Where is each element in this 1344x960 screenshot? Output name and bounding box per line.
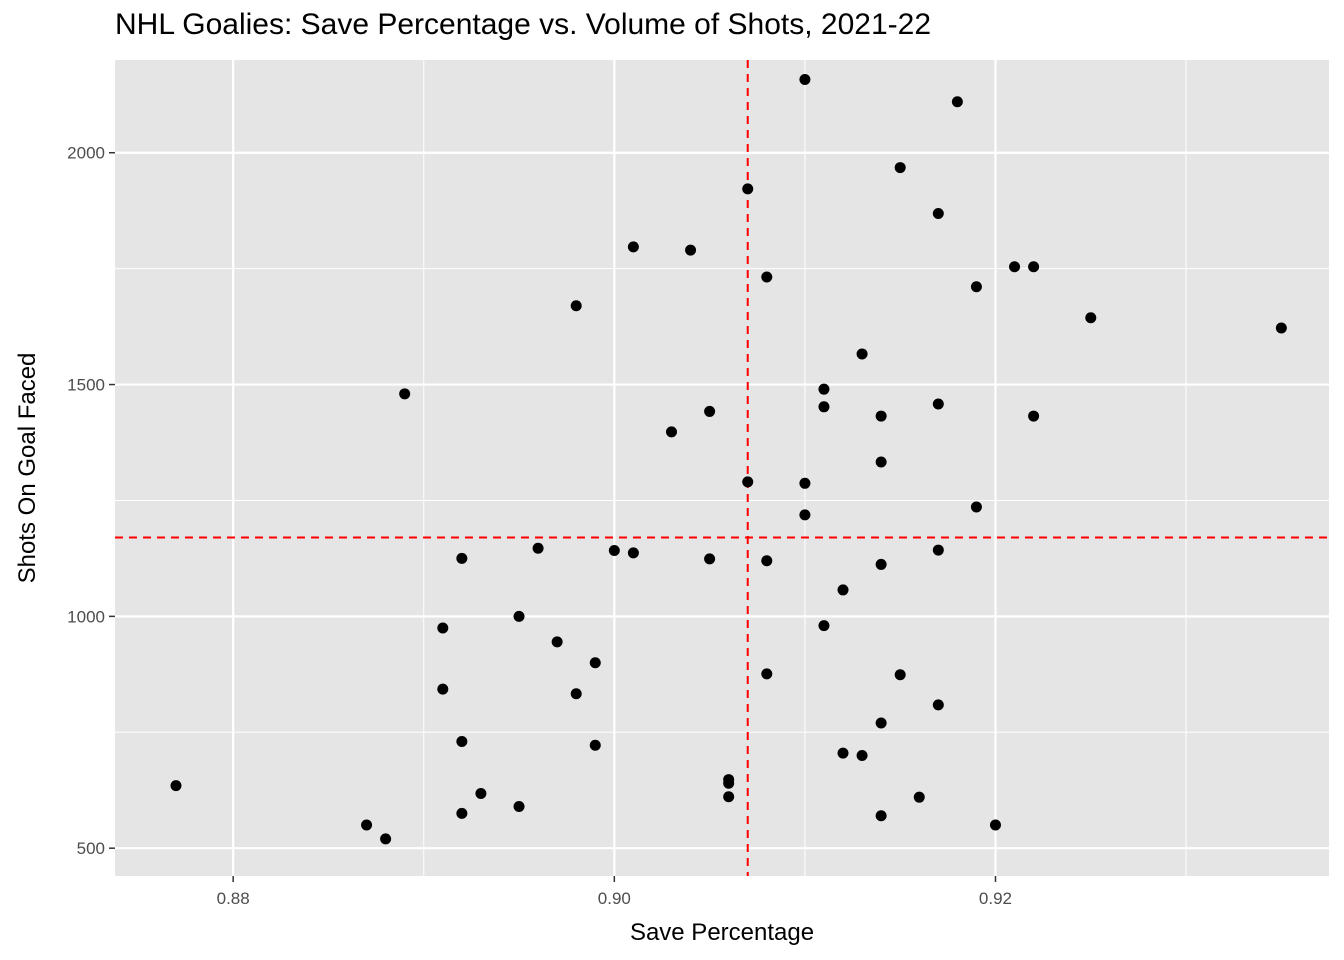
data-point [456,807,468,819]
data-point [875,456,887,468]
data-point [456,736,468,748]
data-point [761,668,773,680]
x-tick-label: 0.90 [598,889,631,908]
data-point [894,162,906,174]
data-point [589,657,601,669]
y-tick-label: 1000 [67,607,105,626]
data-point [932,207,944,219]
data-point [989,819,1001,831]
data-points [170,73,1287,845]
data-point [761,271,773,283]
data-point [399,388,411,400]
data-point [723,777,735,789]
data-point [951,96,963,108]
data-point [361,819,373,831]
y-axis-ticks: 500 1000 1500 2000 [67,144,115,858]
data-point [570,300,582,312]
data-point [818,620,830,632]
data-point [685,244,697,256]
data-point [475,787,487,799]
data-point [742,183,754,195]
data-point [665,426,677,438]
data-point [856,348,868,360]
data-point [894,669,906,681]
data-point [875,410,887,422]
x-axis-title: Save Percentage [630,919,814,946]
data-point [532,542,544,554]
data-point [932,699,944,711]
data-point [551,636,563,648]
data-point [1028,410,1040,422]
chart-title: NHL Goalies: Save Percentage vs. Volume … [115,8,932,41]
data-point [913,791,925,803]
data-point [513,800,525,812]
data-point [761,555,773,567]
y-axis-title: Shots On Goal Faced [14,353,41,584]
data-point [704,405,716,417]
data-point [437,683,449,695]
data-point [837,584,849,596]
data-point [1275,322,1287,334]
data-point [627,241,639,253]
major-gridlines [115,60,1329,876]
data-point [456,552,468,564]
data-point [723,791,735,803]
y-tick-label: 2000 [67,144,105,163]
data-point [513,610,525,622]
x-axis-ticks: 0.88 0.90 0.92 [217,876,1012,908]
data-point [608,545,620,557]
reference-lines [115,60,1329,876]
data-point [799,509,811,521]
y-tick-label: 1500 [67,376,105,395]
data-point [837,747,849,759]
data-point [704,553,716,565]
x-tick-label: 0.92 [979,889,1012,908]
data-point [875,558,887,570]
data-point [627,547,639,559]
data-point [875,717,887,729]
data-point [1028,261,1040,273]
data-point [818,383,830,395]
data-point [1009,261,1021,273]
data-point [437,622,449,634]
data-point [932,544,944,556]
data-point [742,476,754,488]
data-point [970,501,982,513]
data-point [875,810,887,822]
x-tick-label: 0.88 [217,889,250,908]
data-point [818,401,830,413]
minor-gridlines [115,60,1329,876]
data-point [932,398,944,410]
data-point [589,739,601,751]
data-point [170,780,182,792]
data-point [380,833,392,845]
data-point [799,477,811,489]
data-point [856,749,868,761]
data-point [970,281,982,293]
data-point [1085,312,1097,324]
plot-panel [115,60,1329,876]
data-point [799,73,811,85]
data-point [570,688,582,700]
y-tick-label: 500 [77,839,105,858]
